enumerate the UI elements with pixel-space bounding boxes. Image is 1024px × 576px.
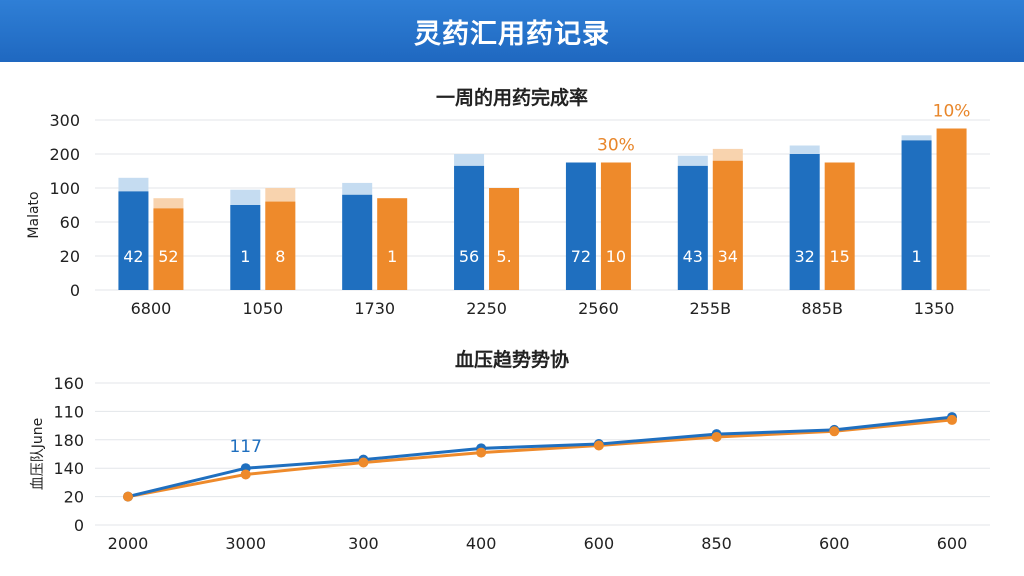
bar-value-label: 72 [571, 247, 591, 266]
bar [712, 160, 743, 290]
bar [342, 194, 373, 290]
bar-value-label: 1 [911, 247, 921, 266]
series-line [127, 415, 953, 499]
bar-value-label: 34 [718, 247, 738, 266]
bar-annotation: 10% [933, 102, 971, 122]
bar [824, 162, 855, 290]
bar-x-tick-label: 255B [690, 299, 732, 318]
bar [789, 154, 820, 290]
bar [265, 201, 296, 290]
bar-x-tick-label: 2560 [578, 299, 619, 318]
bar-x-tick-label: 1050 [242, 299, 283, 318]
series-point [240, 469, 251, 480]
bar-value-label: 32 [795, 247, 815, 266]
page-title: 灵药汇用药记录 [414, 18, 610, 50]
line-x-tick-label: 2000 [108, 534, 149, 553]
series-point [711, 431, 722, 442]
bar [153, 208, 184, 290]
bar-y-tick-label: 60 [60, 213, 80, 232]
series-line [127, 418, 953, 499]
line-x-tick-label: 850 [701, 534, 732, 553]
bar [230, 205, 261, 290]
bar [454, 165, 485, 290]
series-point [947, 414, 957, 425]
line-chart-title: 血压趋势势协 [455, 348, 569, 371]
bar [677, 165, 708, 290]
charts-panel: 一周的用药完成率 Malato 0 20 60 100 200 300 6800 42 52 10… [0, 62, 1024, 576]
line-y-tick-label: 20 [64, 488, 84, 507]
series-point [476, 447, 487, 458]
bar-value-label: 10 [606, 247, 626, 266]
bar-value-label: 5. [496, 247, 511, 266]
line-x-tick-label: 300 [348, 534, 379, 553]
bar-x-tick-label: 1350 [914, 299, 955, 318]
line-chart: 0 20 140 180 110 160 2000 3000 300 400 600 850 600 60… [53, 374, 990, 553]
bar-value-label: 15 [830, 247, 850, 266]
bar [936, 128, 967, 290]
bar-value-label: 8 [275, 247, 285, 266]
bar-y-tick-label: 20 [60, 247, 80, 266]
bar [901, 140, 932, 290]
series-point [829, 426, 840, 437]
bar-y-tick-label: 0 [70, 281, 80, 300]
app-header: 灵药汇用药记录 [0, 0, 1024, 62]
bar-chart: 0 20 60 100 200 300 6800 42 52 1050 1 8 1730 1 2250 56 5… [49, 102, 990, 318]
bar [118, 191, 149, 290]
line-y-tick-label: 110 [53, 402, 84, 421]
line-x-tick-label: 400 [466, 534, 497, 553]
series-point [358, 457, 369, 468]
point-label: 117 [229, 437, 261, 457]
bar-y-tick-label: 100 [49, 179, 80, 198]
line-x-tick-label: 3000 [225, 534, 266, 553]
bar-y-axis-label: Malato [26, 191, 42, 238]
bar-value-label: 42 [123, 247, 143, 266]
bar-x-tick-label: 2250 [466, 299, 507, 318]
bar [600, 162, 631, 290]
bar-value-label: 52 [158, 247, 178, 266]
bar-x-tick-label: 885B [801, 299, 843, 318]
bar-chart-title: 一周的用药完成率 [436, 86, 588, 109]
line-x-tick-label: 600 [819, 534, 850, 553]
line-y-tick-label: 0 [74, 516, 84, 535]
bar-y-tick-label: 200 [49, 145, 80, 164]
bar-value-label: 43 [683, 247, 703, 266]
bar [377, 198, 408, 290]
line-x-tick-label: 600 [937, 534, 968, 553]
bar [489, 188, 520, 290]
line-y-tick-label: 180 [53, 431, 84, 450]
bar-x-tick-label: 6800 [131, 299, 172, 318]
line-x-tick-label: 600 [584, 534, 615, 553]
line-y-tick-label: 140 [53, 459, 84, 478]
bar [565, 162, 596, 290]
line-y-axis-label: 血压队June [30, 418, 46, 491]
series-point [593, 440, 604, 451]
series-point [123, 491, 133, 502]
bar-value-label: 1 [387, 247, 397, 266]
bar-annotation: 30% [597, 136, 635, 156]
bar-value-label: 1 [240, 247, 250, 266]
bar-value-label: 56 [459, 247, 479, 266]
bar-x-tick-label: 1730 [354, 299, 395, 318]
line-y-tick-label: 160 [53, 374, 84, 393]
bar-y-tick-label: 300 [49, 111, 80, 130]
